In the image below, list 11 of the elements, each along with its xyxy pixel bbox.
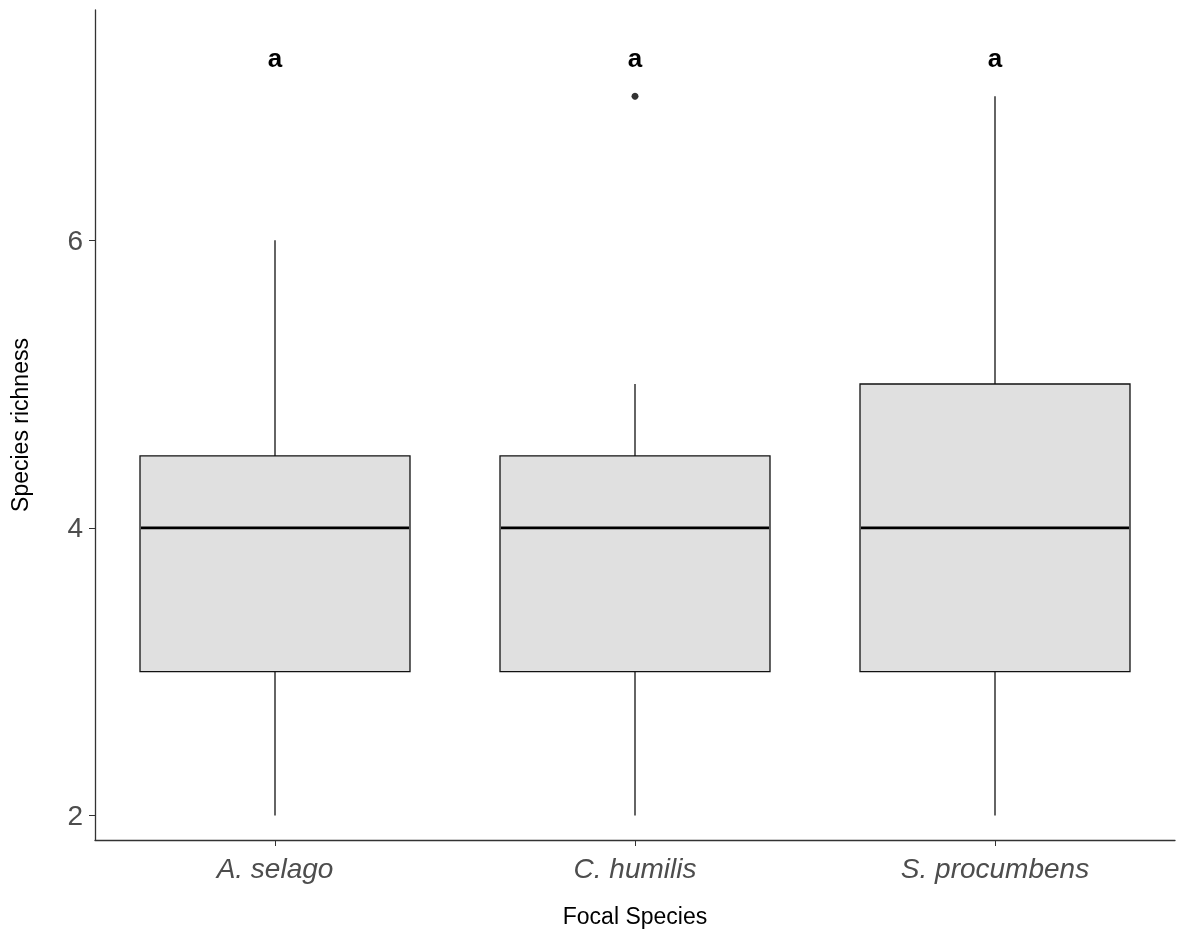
y-tick-label: 6	[67, 224, 83, 256]
annotation: a	[987, 43, 1003, 73]
y-axis-title: Species richness	[6, 338, 33, 512]
x-tick-label: S. procumbens	[900, 852, 1090, 884]
x-tick-label: A. selago	[214, 852, 334, 884]
x-axis-title: Focal Species	[562, 902, 708, 929]
x-tick-label: C. humilis	[573, 852, 697, 884]
y-tick-label: 2	[67, 800, 83, 832]
y-tick-label: 4	[67, 512, 83, 544]
annotation: a	[627, 43, 643, 73]
annotation: a	[267, 43, 283, 73]
